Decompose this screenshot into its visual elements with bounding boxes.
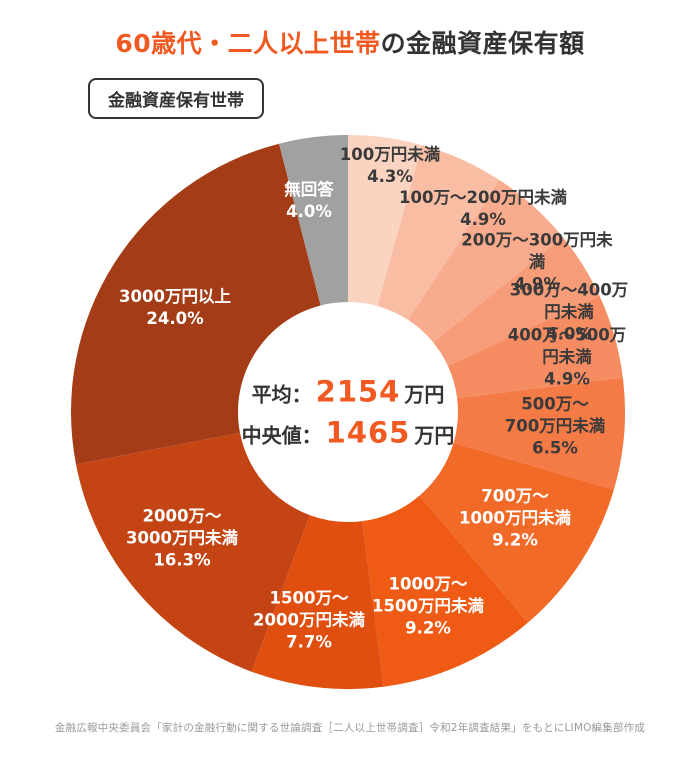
slice-pct-10: 24.0% <box>146 309 204 328</box>
donut-slice-6 <box>419 442 614 623</box>
page-title-highlight: 60歳代・二人以上世帯 <box>115 29 381 58</box>
center-stats: 平均： 2154 万円 中央値： 1465 万円 <box>242 368 455 457</box>
average-label: 平均： <box>251 382 312 407</box>
donut-slice-8 <box>251 515 384 689</box>
donut-slice-4 <box>447 295 623 399</box>
slice-name-6: 700万〜 1000万円未満 <box>459 486 571 528</box>
slice-pct-1: 4.9% <box>460 210 506 229</box>
source-note: 金融広報中央委員会「家計の金融行動に関する世論調査［二人以上世帯調査］令和2年調… <box>54 722 646 734</box>
page-title: 60歳代・二人以上世帯の金融資産保有額 <box>0 24 700 60</box>
donut-slice-1 <box>377 145 500 320</box>
slice-pct-7: 9.2% <box>405 617 451 637</box>
slice-label-7: 1000万〜 1500万円未満 9.2% <box>372 573 484 638</box>
slice-name-2: 200万〜300万円未満 <box>461 230 613 272</box>
average-unit: 万円 <box>404 382 445 407</box>
slice-name-8: 1500万〜 2000万円未満 <box>253 588 365 630</box>
donut-slice-10 <box>71 143 321 465</box>
slice-pct-5: 6.5% <box>532 437 578 457</box>
donut-slice-2 <box>408 180 563 343</box>
slice-pct-9: 16.3% <box>153 549 211 569</box>
slice-name-11: 無回答 <box>284 180 334 200</box>
median-label: 中央値： <box>241 423 322 448</box>
slice-label-8: 1500万〜 2000万円未満 7.7% <box>253 587 365 652</box>
slice-label-3: 300万〜400万円未満 4.0% <box>504 279 635 344</box>
slice-pct-4: 4.9% <box>544 368 590 388</box>
slice-pct-6: 9.2% <box>492 529 538 549</box>
slice-label-1: 100万〜200万円未満 4.9% <box>399 187 567 231</box>
slice-name-5: 500万〜 700万円未満 <box>504 394 606 436</box>
donut-slice-0 <box>348 135 422 306</box>
slice-pct-3: 4.0% <box>546 323 592 343</box>
donut-slice-7 <box>362 495 529 687</box>
median-value: 1465 <box>325 415 411 450</box>
slice-pct-0: 4.3% <box>367 167 413 186</box>
slice-name-3: 300万〜400万円未満 <box>509 280 629 322</box>
slice-label-11: 無回答 4.0% <box>284 179 334 223</box>
slice-pct-2: 4.9% <box>514 273 560 293</box>
page-title-rest: の金融資産保有額 <box>380 29 585 58</box>
average-value: 2154 <box>315 374 401 409</box>
slice-pct-8: 7.7% <box>286 631 332 651</box>
median-unit: 万円 <box>414 423 455 448</box>
slice-label-0: 100万円未満 4.3% <box>340 144 440 188</box>
average-row: 平均： 2154 万円 <box>242 375 455 409</box>
slice-name-0: 100万円未満 <box>339 145 441 165</box>
donut-slice-9 <box>76 432 310 672</box>
slice-name-4: 400万〜500万円未満 <box>507 325 627 367</box>
slice-name-1: 100万〜200万円未満 <box>399 188 567 208</box>
slice-pct-11: 4.0% <box>286 202 332 221</box>
slice-label-9: 2000万〜 3000万円未満 16.3% <box>126 505 238 570</box>
chart-scope-badge: 金融資産保有世帯 <box>88 78 264 119</box>
slice-label-6: 700万〜 1000万円未満 9.2% <box>459 485 571 550</box>
donut-slice-11 <box>279 135 348 306</box>
donut-slice-3 <box>433 236 600 366</box>
slice-label-5: 500万〜 700万円未満 6.5% <box>505 393 605 458</box>
slice-label-2: 200万〜300万円未満 4.9% <box>456 229 619 294</box>
slice-name-7: 1000万〜 1500万円未満 <box>372 574 484 616</box>
slice-name-9: 2000万〜 3000万円未満 <box>126 506 238 548</box>
median-row: 中央値： 1465 万円 <box>242 416 455 450</box>
slice-name-10: 3000万円以上 <box>119 287 231 307</box>
donut-slice-5 <box>453 377 626 490</box>
slice-label-10: 3000万円以上 24.0% <box>119 286 231 330</box>
slice-label-4: 400万〜500万円未満 4.9% <box>501 324 634 389</box>
